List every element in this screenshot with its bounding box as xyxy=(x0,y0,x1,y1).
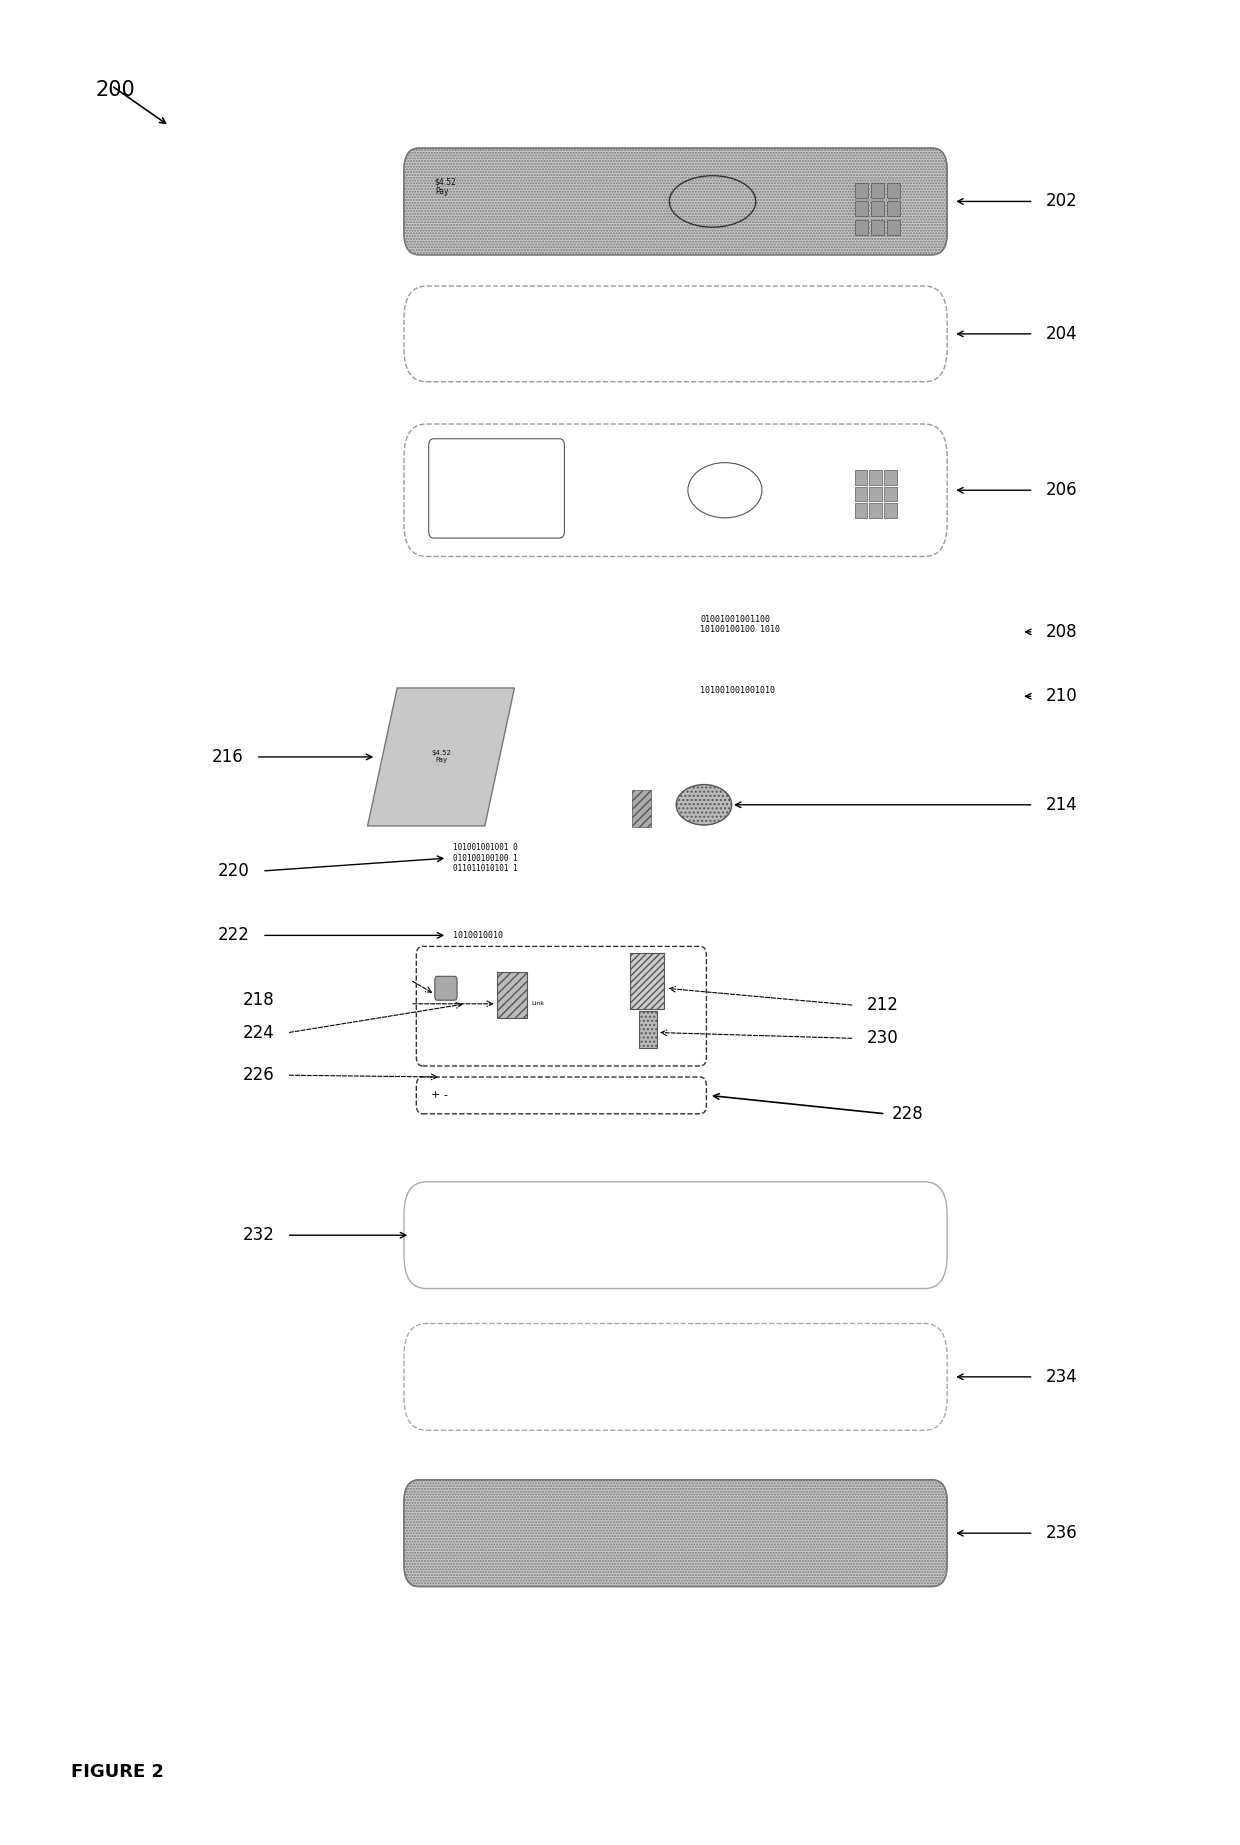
Ellipse shape xyxy=(676,784,732,825)
Text: 101001001001 0
010100100100 1
011011010101 1: 101001001001 0 010100100100 1 0110110101… xyxy=(454,843,518,873)
FancyBboxPatch shape xyxy=(417,946,707,1066)
FancyBboxPatch shape xyxy=(404,424,947,557)
FancyBboxPatch shape xyxy=(630,954,665,1009)
Bar xyxy=(869,487,882,502)
Bar xyxy=(854,487,867,502)
Text: 216: 216 xyxy=(212,747,243,766)
FancyBboxPatch shape xyxy=(435,976,458,1000)
Text: Link: Link xyxy=(531,1002,544,1006)
Text: 210: 210 xyxy=(1045,686,1078,705)
Text: 224: 224 xyxy=(243,1024,274,1042)
Polygon shape xyxy=(367,688,515,827)
FancyBboxPatch shape xyxy=(404,286,947,382)
Text: 214: 214 xyxy=(1045,795,1078,814)
Text: 234: 234 xyxy=(1045,1367,1078,1386)
Ellipse shape xyxy=(688,463,761,518)
Text: FIGURE 2: FIGURE 2 xyxy=(71,1764,164,1780)
Bar xyxy=(854,470,867,485)
Bar xyxy=(632,790,651,827)
Text: 236: 236 xyxy=(1045,1524,1078,1542)
Text: 200: 200 xyxy=(95,79,135,100)
Text: 212: 212 xyxy=(867,996,899,1015)
FancyBboxPatch shape xyxy=(639,1011,657,1048)
Text: 204: 204 xyxy=(1045,325,1078,343)
Text: 101001001001010: 101001001001010 xyxy=(701,686,775,696)
Bar xyxy=(884,504,897,518)
FancyBboxPatch shape xyxy=(404,148,947,255)
Text: + -: + - xyxy=(432,1090,448,1100)
Bar xyxy=(854,504,867,518)
FancyBboxPatch shape xyxy=(429,439,564,539)
Bar xyxy=(884,487,897,502)
Text: 226: 226 xyxy=(243,1066,274,1085)
Text: $4.52
Pay: $4.52 Pay xyxy=(435,177,456,196)
FancyBboxPatch shape xyxy=(496,972,527,1018)
Text: 230: 230 xyxy=(867,1030,899,1048)
Bar xyxy=(887,220,900,234)
Text: 206: 206 xyxy=(1045,482,1078,500)
FancyBboxPatch shape xyxy=(404,1183,947,1288)
Bar xyxy=(854,201,868,216)
Text: 1010010010: 1010010010 xyxy=(454,932,503,939)
Text: 202: 202 xyxy=(1045,192,1078,210)
Bar xyxy=(870,220,884,234)
Text: 222: 222 xyxy=(218,926,249,945)
Text: 232: 232 xyxy=(243,1227,274,1244)
Bar xyxy=(870,183,884,197)
Text: 218: 218 xyxy=(243,991,274,1009)
Bar xyxy=(869,470,882,485)
FancyBboxPatch shape xyxy=(417,1077,707,1114)
Text: 220: 220 xyxy=(218,862,249,880)
Bar xyxy=(870,201,884,216)
Bar xyxy=(854,220,868,234)
Bar xyxy=(887,183,900,197)
Bar xyxy=(869,504,882,518)
Bar xyxy=(854,183,868,197)
Text: 01001001001100
10100100100 1010: 01001001001100 10100100100 1010 xyxy=(701,614,780,635)
FancyBboxPatch shape xyxy=(404,1480,947,1587)
Text: 228: 228 xyxy=(892,1105,924,1124)
Bar xyxy=(884,470,897,485)
Text: 208: 208 xyxy=(1045,624,1078,640)
FancyBboxPatch shape xyxy=(404,1323,947,1430)
Text: $4.52
Pay: $4.52 Pay xyxy=(432,751,451,764)
Bar xyxy=(887,201,900,216)
